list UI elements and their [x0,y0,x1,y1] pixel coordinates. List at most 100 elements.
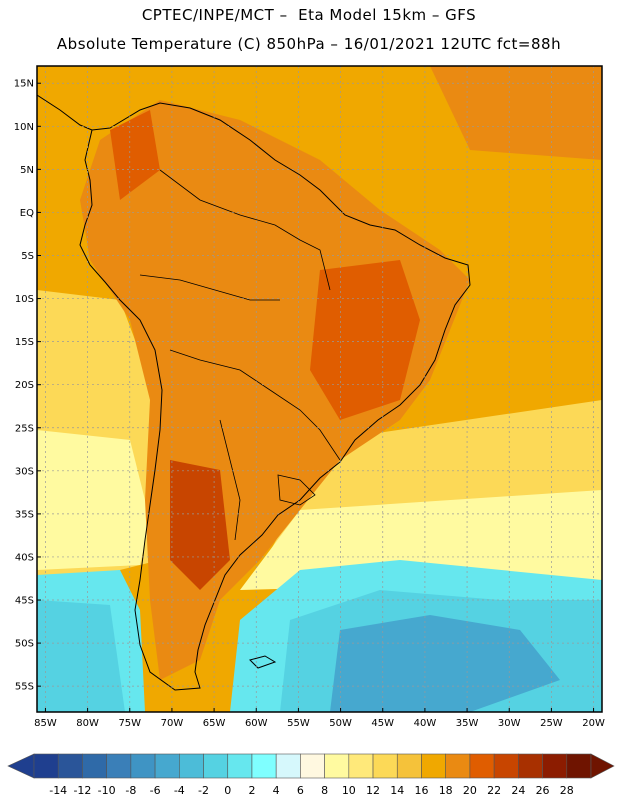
colorbar-swatch [493,753,519,779]
north-atlantic-warm-zone [430,66,602,160]
border-north [159,169,331,291]
colorbar-arrow-left [7,753,35,779]
lon-tick-label: 20W [582,718,605,729]
lat-tick-label: 5S [21,251,34,262]
lat-tick-label: 20S [15,380,34,391]
graticule [37,66,602,712]
colorbar-label: 16 [414,784,428,797]
colorbar-label: 24 [511,784,525,797]
atlantic-light-band [240,490,602,590]
colorbar [7,753,615,779]
lat-tick-label: 25S [15,423,34,434]
colorbar-swatch [130,753,156,779]
colorbar-swatch [154,753,180,779]
colorbar-swatch [396,753,422,779]
latitude-labels: 15N 10N 5N EQ 5S 10S 15S 20S 25S 30S 35S 40S 45S 50S 5… [14,79,41,693]
colorbar-swatch [106,753,132,779]
colorbar-swatch [518,753,543,779]
colombia-hot-zone [110,110,160,200]
colorbar-swatch [275,753,301,779]
chart-title-line-1: CPTEC/INPE/MCT – Eta Model 15km – GFS [141,6,477,24]
border-uruguay [277,474,316,506]
lat-tick-label: 50S [15,639,34,650]
central-america-outline [37,94,93,131]
colorbar-swatch [227,753,253,779]
colorbar-swatch [300,753,325,779]
chart-title-line-2: Absolute Temperature (C) 850hPa – 16/01/… [56,35,562,53]
colorbar-arrow-right [590,753,615,779]
southwest-colder-zone [37,600,125,712]
lat-tick-label: 10S [15,294,34,305]
colorbar-label: 2 [248,784,255,797]
colorbar-swatch [57,753,83,779]
pacific-light-band [37,430,150,570]
colorbar-label: -14 [49,784,67,797]
colorbar-swatch [348,753,374,779]
lat-tick-label: EQ [20,208,34,219]
lon-tick-label: 55W [287,718,310,729]
lat-tick-label: 55S [15,682,34,693]
colorbar-label: -10 [98,784,116,797]
colorbar-label: 14 [390,784,404,797]
lat-tick-label: 15S [15,337,34,348]
lon-tick-label: 25W [540,718,563,729]
falkland-islands-outline [249,655,277,669]
colorbar-swatch [372,753,398,779]
colorbar-label: -4 [174,784,185,797]
lon-tick-label: 70W [161,718,184,729]
lat-tick-label: 45S [15,596,34,607]
colorbar-label: -6 [150,784,161,797]
colorbar-label: 12 [366,784,380,797]
colorbar-label: 8 [321,784,328,797]
colorbar-swatch [33,753,59,779]
lon-tick-label: 80W [76,718,99,729]
border-south [169,349,341,461]
lon-tick-label: 40W [414,718,437,729]
colorbar-swatch [82,753,107,779]
lon-tick-label: 60W [245,718,268,729]
colorbar-label: 26 [536,784,550,797]
lon-tick-label: 75W [118,718,141,729]
colorbar-label: 18 [439,784,453,797]
colorbar-swatch [203,753,229,779]
country-borders [139,169,341,541]
lon-tick-label: 65W [203,718,226,729]
colorbar-swatch [566,753,592,779]
lon-tick-label: 30W [498,718,521,729]
colorbar-swatch [445,753,471,779]
colorbar-label: 10 [342,784,356,797]
argentina-hot-zone [170,460,230,590]
coastline [37,94,471,691]
south-america-outline [79,102,471,691]
lon-tick-label: 85W [34,718,57,729]
lat-tick-label: 35S [15,509,34,520]
map-frame [36,65,603,713]
colorbar-swatch [469,753,495,779]
colorbar-labels: -14 -12 -10 -8 -6 -4 -2 0 2 4 6 8 10 12 14 16 18 20 22 24 26… [49,784,574,797]
colorbar-swatch [421,753,446,779]
lat-tick-label: 10N [14,122,34,133]
colorbar-label: 28 [560,784,574,797]
lat-tick-label: 15N [14,79,34,90]
colorbar-label: -8 [125,784,136,797]
colorbar-swatch [542,753,568,779]
lat-tick-label: 40S [15,552,34,563]
longitude-labels: 85W 80W 75W 70W 65W 60W 55W 50W 45W 40W 35W 30W 25W 2… [34,708,605,729]
colorbar-label: 0 [224,784,231,797]
colorbar-label: 4 [273,784,280,797]
south-atlantic-coldest-zone [330,615,560,712]
colorbar-swatch [324,753,350,779]
colorbar-label: -12 [73,784,91,797]
colorbar-label: 6 [297,784,304,797]
border-chile-argentina [219,419,241,541]
brazil-hot-zone [310,260,420,420]
lon-tick-label: 45W [371,718,394,729]
colorbar-label: -2 [198,784,209,797]
colorbar-swatch [179,753,204,779]
lon-tick-label: 35W [456,718,479,729]
lon-tick-label: 50W [329,718,352,729]
lat-tick-label: 5N [20,165,34,176]
temperature-field [37,66,602,712]
colorbar-label: 20 [463,784,477,797]
